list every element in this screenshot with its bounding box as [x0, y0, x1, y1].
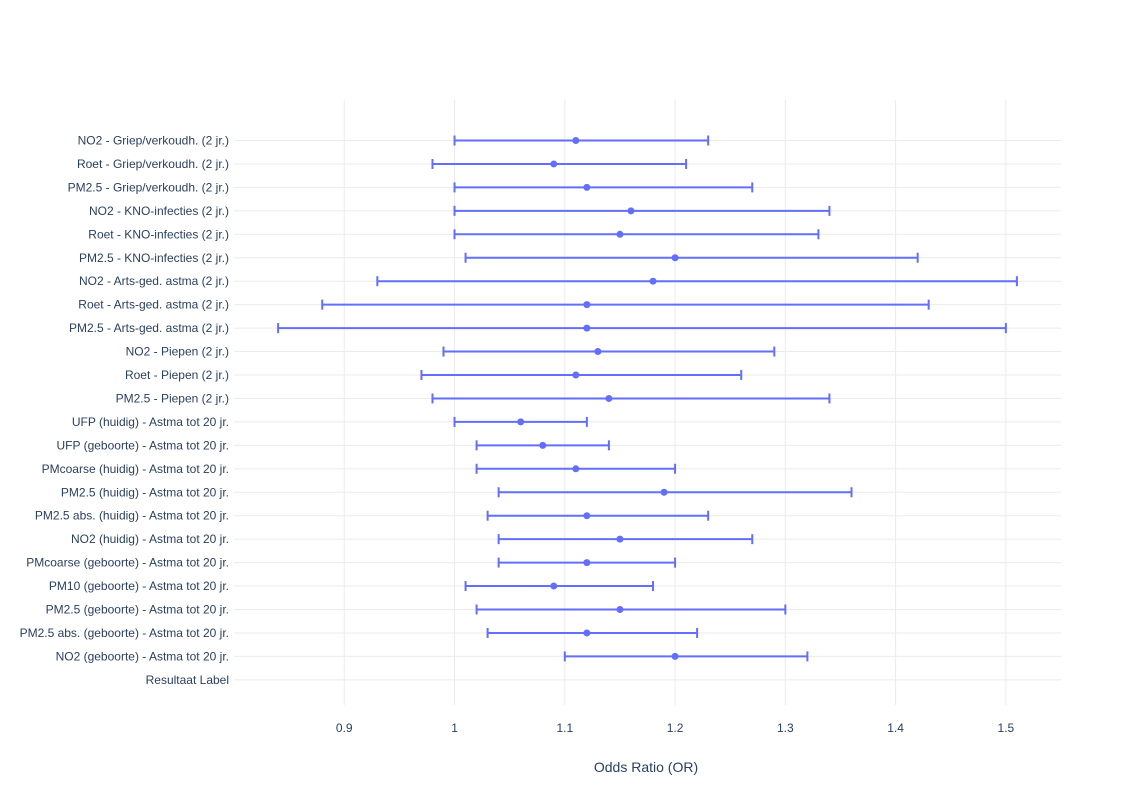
y-tick-label: PMcoarse (huidig) - Astma tot 20 jr.: [42, 462, 229, 476]
or-point: [594, 348, 602, 356]
x-tick-label: 0.9: [336, 721, 353, 735]
or-point: [572, 137, 580, 144]
y-tick-label: NO2 - Griep/verkoudh. (2 jr.): [78, 134, 229, 148]
y-tick-label: Roet - Griep/verkoudh. (2 jr.): [77, 157, 229, 171]
x-axis-title: Odds Ratio (OR): [594, 759, 698, 775]
x-tick-label: 1: [451, 721, 458, 735]
grid-layer: [234, 100, 1061, 705]
y-tick-label: NO2 (geboorte) - Astma tot 20 jr.: [56, 649, 229, 663]
or-point: [583, 512, 591, 520]
or-point: [616, 606, 624, 613]
y-tick-label: NO2 - Piepen (2 jr.): [126, 345, 229, 359]
y-tick-label: PM2.5 - KNO-infecties (2 jr.): [79, 251, 229, 265]
series-layer: [277, 135, 1018, 662]
y-tick-label: Resultaat Label: [146, 673, 229, 687]
or-point: [583, 183, 591, 191]
or-point: [550, 160, 558, 168]
y-tick-label: PM2.5 - Griep/verkoudh. (2 jr.): [68, 180, 229, 194]
or-point: [550, 582, 558, 590]
or-point: [517, 418, 525, 426]
y-tick-label: PMcoarse (geboorte) - Astma tot 20 jr.: [26, 556, 229, 570]
y-tick-label: Roet - Piepen (2 jr.): [125, 368, 229, 382]
y-tick-label: NO2 - KNO-infecties (2 jr.): [89, 204, 229, 218]
y-tick-label: PM2.5 (geboorte) - Astma tot 20 jr.: [46, 603, 229, 617]
y-tick-label: UFP (huidig) - Astma tot 20 jr.: [72, 415, 229, 429]
x-tick-labels: 0.9 1 1.1 1.2 1.3 1.4 1.5: [336, 721, 1015, 735]
or-point: [583, 629, 591, 637]
or-point: [671, 254, 679, 262]
x-tick-label: 1.5: [998, 721, 1015, 735]
or-point: [572, 371, 580, 379]
or-point: [605, 394, 613, 402]
y-tick-label: PM10 (geboorte) - Astma tot 20 jr.: [49, 579, 229, 593]
or-point: [627, 207, 635, 215]
x-tick-label: 1.4: [887, 721, 904, 735]
y-tick-label: PM2.5 abs. (geboorte) - Astma tot 20 jr.: [20, 626, 229, 640]
or-point: [616, 230, 624, 238]
or-point: [583, 559, 591, 567]
y-tick-label: UFP (geboorte) - Astma tot 20 jr.: [56, 438, 229, 452]
y-tick-label: PM2.5 - Arts-ged. astma (2 jr.): [69, 321, 229, 335]
or-point: [660, 488, 668, 496]
or-point: [671, 652, 679, 660]
x-tick-label: 1.1: [556, 721, 573, 735]
or-point: [616, 535, 624, 543]
y-tick-label: PM2.5 abs. (huidig) - Astma tot 20 jr.: [35, 509, 229, 523]
y-tick-label: NO2 - Arts-ged. astma (2 jr.): [79, 274, 229, 288]
y-tick-label: Roet - Arts-ged. astma (2 jr.): [78, 298, 229, 312]
y-tick-label: Roet - KNO-infecties (2 jr.): [88, 227, 229, 241]
or-point: [583, 301, 591, 309]
y-tick-label: NO2 (huidig) - Astma tot 20 jr.: [71, 532, 229, 546]
or-point: [572, 465, 580, 473]
or-point: [649, 277, 657, 285]
y-tick-label: PM2.5 (huidig) - Astma tot 20 jr.: [61, 485, 229, 499]
x-tick-label: 1.2: [667, 721, 684, 735]
or-point: [583, 324, 591, 332]
x-tick-label: 1.3: [777, 721, 794, 735]
y-tick-labels: NO2 - Griep/verkoudh. (2 jr.) Roet - Grie…: [20, 134, 229, 687]
or-point: [539, 441, 547, 449]
y-tick-label: PM2.5 - Piepen (2 jr.): [116, 391, 229, 405]
